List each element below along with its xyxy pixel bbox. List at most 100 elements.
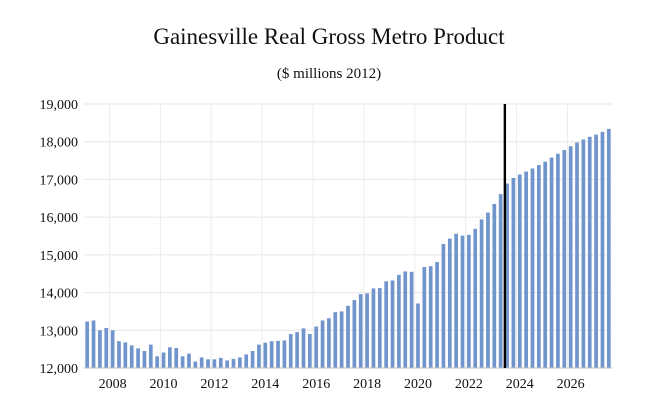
bar [231,358,236,368]
bar [397,274,401,368]
bar [257,344,261,368]
y-tick-label: 19,000 [40,98,79,113]
bar [358,294,363,368]
bar [269,341,274,368]
x-tick-label: 2016 [302,377,330,392]
bar [218,357,223,368]
bar [365,293,369,368]
bar [244,354,249,368]
bar [530,168,535,368]
bar [473,228,478,368]
bar [581,139,586,368]
y-tick-label: 13,000 [40,324,79,339]
bar [498,194,503,368]
chart-title: Gainesville Real Gross Metro Product [153,24,505,49]
bar [492,203,497,368]
bar [123,342,128,368]
bar [148,344,153,368]
bar [486,212,490,368]
y-tick-label: 14,000 [40,287,79,302]
bar [193,361,198,368]
bar [371,288,376,368]
bar [168,347,172,368]
bar [403,271,408,368]
axes [84,104,612,369]
bar [117,341,121,368]
bar [238,357,242,368]
bar [339,311,344,368]
bar [562,150,567,368]
bar [441,243,446,368]
bar [263,342,268,368]
bar [320,320,325,368]
bar [422,266,427,368]
bar [587,136,592,368]
bar [104,328,109,368]
bar [276,340,280,368]
bar [225,360,229,368]
bar [187,353,191,368]
bar [161,352,166,368]
bar [155,356,159,368]
bar [307,334,312,368]
bar [454,233,458,368]
bar [524,171,528,368]
bar [136,348,140,368]
x-tick-label: 2018 [353,377,381,392]
x-tick-label: 2014 [251,377,279,392]
x-tick-label: 2010 [150,377,178,392]
bar-series [85,128,611,368]
bar [549,157,554,368]
bar [199,357,204,368]
bar [575,142,579,368]
x-tick-label: 2026 [557,377,585,392]
bar [377,288,382,368]
bar [250,351,255,368]
bar [537,165,541,368]
bar [568,146,573,368]
bar [98,330,102,368]
bar [517,174,522,368]
bar [556,153,560,368]
bar [543,161,548,368]
y-tick-label: 15,000 [40,249,79,264]
bar [288,334,293,368]
bar [479,219,484,368]
bar [606,128,611,368]
bar [85,321,90,368]
y-tick-label: 16,000 [40,211,79,226]
bar [180,356,185,368]
x-tick-label: 2008 [99,377,127,392]
bar [174,348,179,368]
bar [505,183,509,368]
bar [447,238,452,368]
x-tick-label: 2022 [455,377,483,392]
x-tick-label: 2012 [200,377,228,392]
bar [416,303,420,368]
bar [91,320,96,368]
bar [212,359,217,368]
bar [428,266,433,368]
bar [511,177,516,368]
bar [142,351,147,368]
chart-subtitle: ($ millions 2012) [276,66,382,82]
y-tick-label: 12,000 [40,362,79,377]
tick-labels: 12,000 13,000 14,000 15,000 16,000 17,000 18,0… [40,98,585,392]
y-tick-label: 18,000 [40,136,79,151]
bar [467,234,471,368]
bar [384,281,389,368]
bar [390,280,395,368]
bar [314,326,319,368]
bar [206,359,210,368]
bar [110,330,115,368]
bar [460,235,465,368]
bar [409,271,414,368]
bar [435,262,439,368]
bar [301,328,306,368]
bar [333,312,338,368]
bar [327,318,331,368]
x-tick-label: 2020 [404,377,432,392]
y-tick-label: 17,000 [40,173,79,188]
bar [295,332,299,368]
